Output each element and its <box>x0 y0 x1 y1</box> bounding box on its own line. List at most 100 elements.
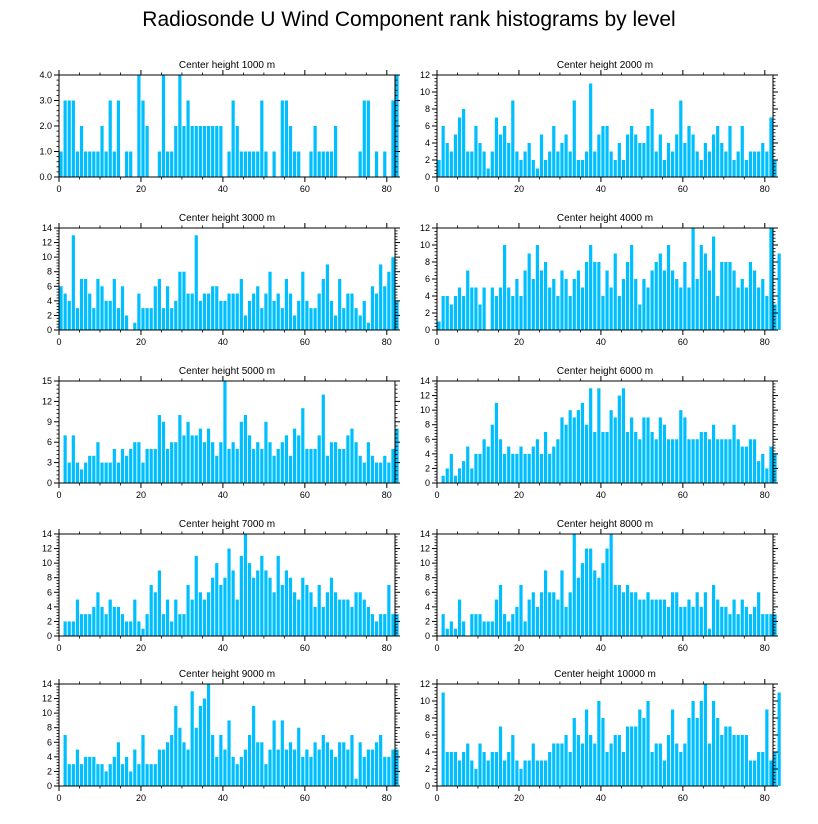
y-tick-label: 8 <box>425 420 430 430</box>
histogram-bar <box>552 592 556 636</box>
histogram-bar <box>617 395 621 483</box>
y-tick-label: 2 <box>425 616 430 626</box>
histogram-bar <box>519 296 523 330</box>
histogram-bar <box>671 592 675 636</box>
histogram-bar <box>490 287 494 330</box>
y-tick-label: 10 <box>420 87 430 97</box>
histogram-bar <box>92 455 96 483</box>
histogram-bar <box>589 548 593 636</box>
histogram-bar <box>165 286 170 330</box>
histogram-bar <box>387 756 391 786</box>
histogram-bar <box>182 614 186 636</box>
histogram-bar <box>597 134 601 177</box>
histogram-bar <box>247 300 252 330</box>
histogram-bar <box>646 592 650 636</box>
x-tick-label: 20 <box>136 793 146 803</box>
histogram-bar <box>243 315 248 330</box>
histogram-bar <box>223 577 227 636</box>
histogram-bar <box>149 585 153 636</box>
histogram-bar <box>129 771 133 786</box>
histogram-bar <box>568 296 572 330</box>
histogram-bar <box>470 287 474 330</box>
histogram-bar <box>548 752 552 786</box>
histogram-bar <box>675 134 679 177</box>
histogram-bar <box>552 126 556 177</box>
histogram-bar <box>198 300 202 330</box>
histogram-bar <box>383 756 387 786</box>
histogram-bar <box>777 253 781 330</box>
histogram-bar <box>243 749 248 786</box>
histogram-bar <box>350 735 354 786</box>
histogram-bar <box>752 439 757 483</box>
y-tick-label: 6 <box>425 730 430 740</box>
histogram-bar <box>511 453 515 483</box>
histogram-bar <box>609 151 613 177</box>
histogram-bar <box>470 151 474 177</box>
histogram-bar <box>211 577 215 636</box>
histogram-bar <box>71 764 75 786</box>
histogram-bar <box>556 599 560 636</box>
histogram-bar <box>597 577 601 636</box>
histogram-bar <box>178 75 182 177</box>
histogram-bar <box>116 462 121 483</box>
x-tick-label: 0 <box>434 793 439 803</box>
histogram-bar <box>129 621 133 636</box>
histogram-bar <box>580 402 585 483</box>
histogram-bar <box>362 756 366 786</box>
histogram-bar <box>761 279 765 330</box>
histogram-bar <box>178 614 182 636</box>
histogram-bar <box>223 300 227 330</box>
histogram-bar <box>736 735 740 786</box>
histogram-bar <box>638 709 642 786</box>
histogram-bar <box>572 417 576 483</box>
histogram-bar <box>198 428 202 483</box>
y-tick-label: 14 <box>420 376 430 386</box>
y-tick-label: 2 <box>425 764 430 774</box>
panel-title: Center height 1000 m <box>179 60 275 71</box>
histogram-bar <box>362 599 366 636</box>
histogram-bar <box>605 126 609 177</box>
y-tick-label: 4 <box>47 602 52 612</box>
histogram-bar <box>613 160 617 177</box>
y-tick-label: 6 <box>47 737 52 747</box>
histogram-bar <box>691 134 695 177</box>
histogram-bar <box>613 585 617 636</box>
histogram-bar <box>350 606 354 636</box>
histogram-bar <box>59 151 63 177</box>
histogram-bar <box>490 424 494 483</box>
histogram-bar <box>584 709 589 786</box>
histogram-bar <box>194 235 198 330</box>
histogram-bar <box>141 308 145 330</box>
histogram-bar <box>256 286 260 330</box>
histogram-bar <box>474 287 478 330</box>
histogram-bar <box>761 143 765 177</box>
histogram-bar <box>79 469 84 483</box>
histogram-bar <box>761 614 765 636</box>
x-tick-label: 60 <box>678 490 688 500</box>
histogram-bar <box>527 760 531 786</box>
histogram-bar <box>736 439 740 483</box>
histogram-panel: Center height 4000 m 0 2 4 6 8 10 12 0 20 40 60 80 <box>397 198 783 355</box>
histogram-bar <box>239 756 243 786</box>
histogram-bar <box>634 592 638 636</box>
histogram-bar <box>490 752 494 786</box>
histogram-bar <box>552 279 556 330</box>
histogram-bar <box>589 83 593 177</box>
histogram-bar <box>736 614 740 636</box>
histogram-bar <box>317 435 321 483</box>
histogram-panel: Center height 8000 m 0 2 4 6 8 10 12 14 0 20 40 60 80 <box>397 504 783 661</box>
histogram-bar <box>478 143 482 177</box>
histogram-bar <box>227 449 231 483</box>
histogram-bar <box>342 742 346 786</box>
y-tick-label: 8 <box>425 573 430 583</box>
histogram-bar <box>531 160 535 177</box>
histogram-bar <box>523 453 527 483</box>
y-tick-label: 15 <box>42 376 52 386</box>
histogram-bar <box>235 449 239 483</box>
histogram-bar <box>67 764 71 786</box>
histogram-bar <box>609 743 613 786</box>
histogram-bar <box>478 614 482 636</box>
histogram-bar <box>761 752 765 786</box>
histogram-bar <box>728 614 732 636</box>
